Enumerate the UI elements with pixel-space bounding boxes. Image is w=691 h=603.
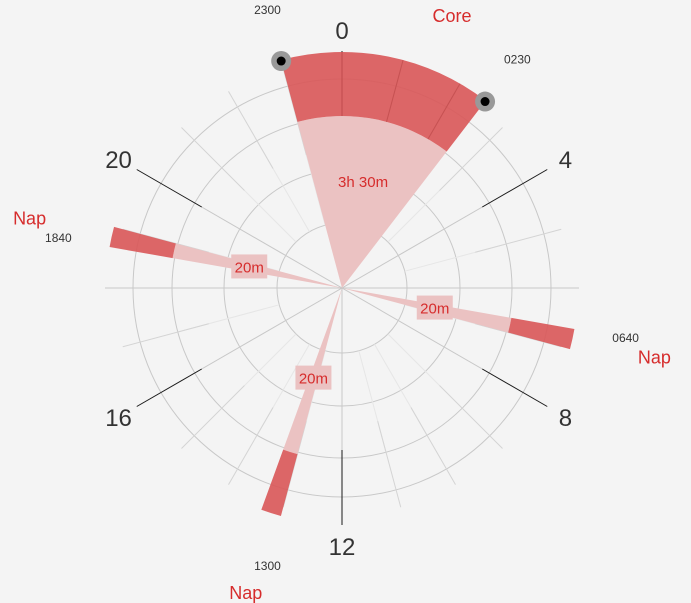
band-divider	[386, 59, 404, 122]
segment-outer-band	[508, 317, 575, 350]
minor-tick	[475, 323, 562, 348]
duration-label-bg	[295, 365, 332, 390]
segment-name-label: Core	[433, 6, 472, 26]
time-label-0640: 0640	[612, 331, 639, 345]
minor-tick	[181, 127, 245, 191]
hour-label-4: 4	[559, 147, 572, 174]
segment-core-0[interactable]: 3h 30m	[271, 51, 496, 288]
duration-label-bg	[416, 295, 453, 320]
hour-label-8: 8	[559, 405, 572, 432]
hour-label-16: 16	[105, 405, 132, 432]
time-label-1840: 1840	[45, 231, 72, 245]
segment-name-label: Nap	[13, 209, 46, 229]
handle-dot	[480, 97, 490, 107]
minor-tick	[475, 228, 562, 253]
minor-tick	[228, 407, 274, 485]
hour-label-0: 0	[335, 18, 348, 45]
time-label-2300: 2300	[254, 3, 281, 17]
minor-tick	[282, 68, 307, 155]
segment-outer-band	[261, 449, 298, 516]
minor-tick	[228, 91, 274, 169]
minor-tick	[410, 407, 456, 485]
minor-tick	[439, 127, 503, 191]
segment-name-label: Nap	[229, 583, 262, 603]
duration-text: 3h 30m	[338, 174, 388, 191]
minor-tick	[439, 385, 503, 449]
duration-label: 20m	[295, 365, 332, 390]
major-tick-8	[482, 368, 548, 407]
segment-layer: 3h 30m 20m 20m 20m	[109, 51, 575, 516]
hour-label-20: 20	[105, 147, 132, 174]
duration-text: 20m	[299, 371, 328, 388]
duration-label: 3h 30m	[338, 174, 388, 191]
hour-label-12: 12	[329, 534, 356, 561]
duration-label-bg	[231, 254, 268, 279]
duration-label: 20m	[416, 295, 453, 320]
major-tick-16	[136, 368, 202, 407]
segment-nap-2[interactable]: 20m	[261, 288, 342, 516]
minor-tick	[377, 421, 402, 508]
handle-dot	[276, 56, 286, 66]
segment-inner-wedge	[297, 115, 447, 288]
segment-nap-1[interactable]: 20m	[342, 288, 575, 350]
segment-outer-band	[109, 226, 176, 259]
band-divider	[427, 83, 461, 140]
time-label-0230: 0230	[504, 53, 531, 67]
time-label-1300: 1300	[254, 559, 281, 573]
minor-tick	[122, 323, 209, 348]
segment-name-label: Nap	[638, 347, 671, 367]
segment-nap-3[interactable]: 20m	[109, 226, 342, 288]
duration-text: 20m	[420, 301, 449, 318]
duration-text: 20m	[235, 259, 264, 276]
duration-label: 20m	[231, 254, 268, 279]
label-layer: 0 4 8 12 16 20 2300 0230 0640 1300 1840 Core Nap Nap N…	[13, 3, 671, 603]
minor-tick	[181, 385, 245, 449]
major-tick-4	[482, 169, 548, 208]
segment-outer-band	[280, 51, 486, 152]
major-tick-20	[136, 169, 202, 208]
